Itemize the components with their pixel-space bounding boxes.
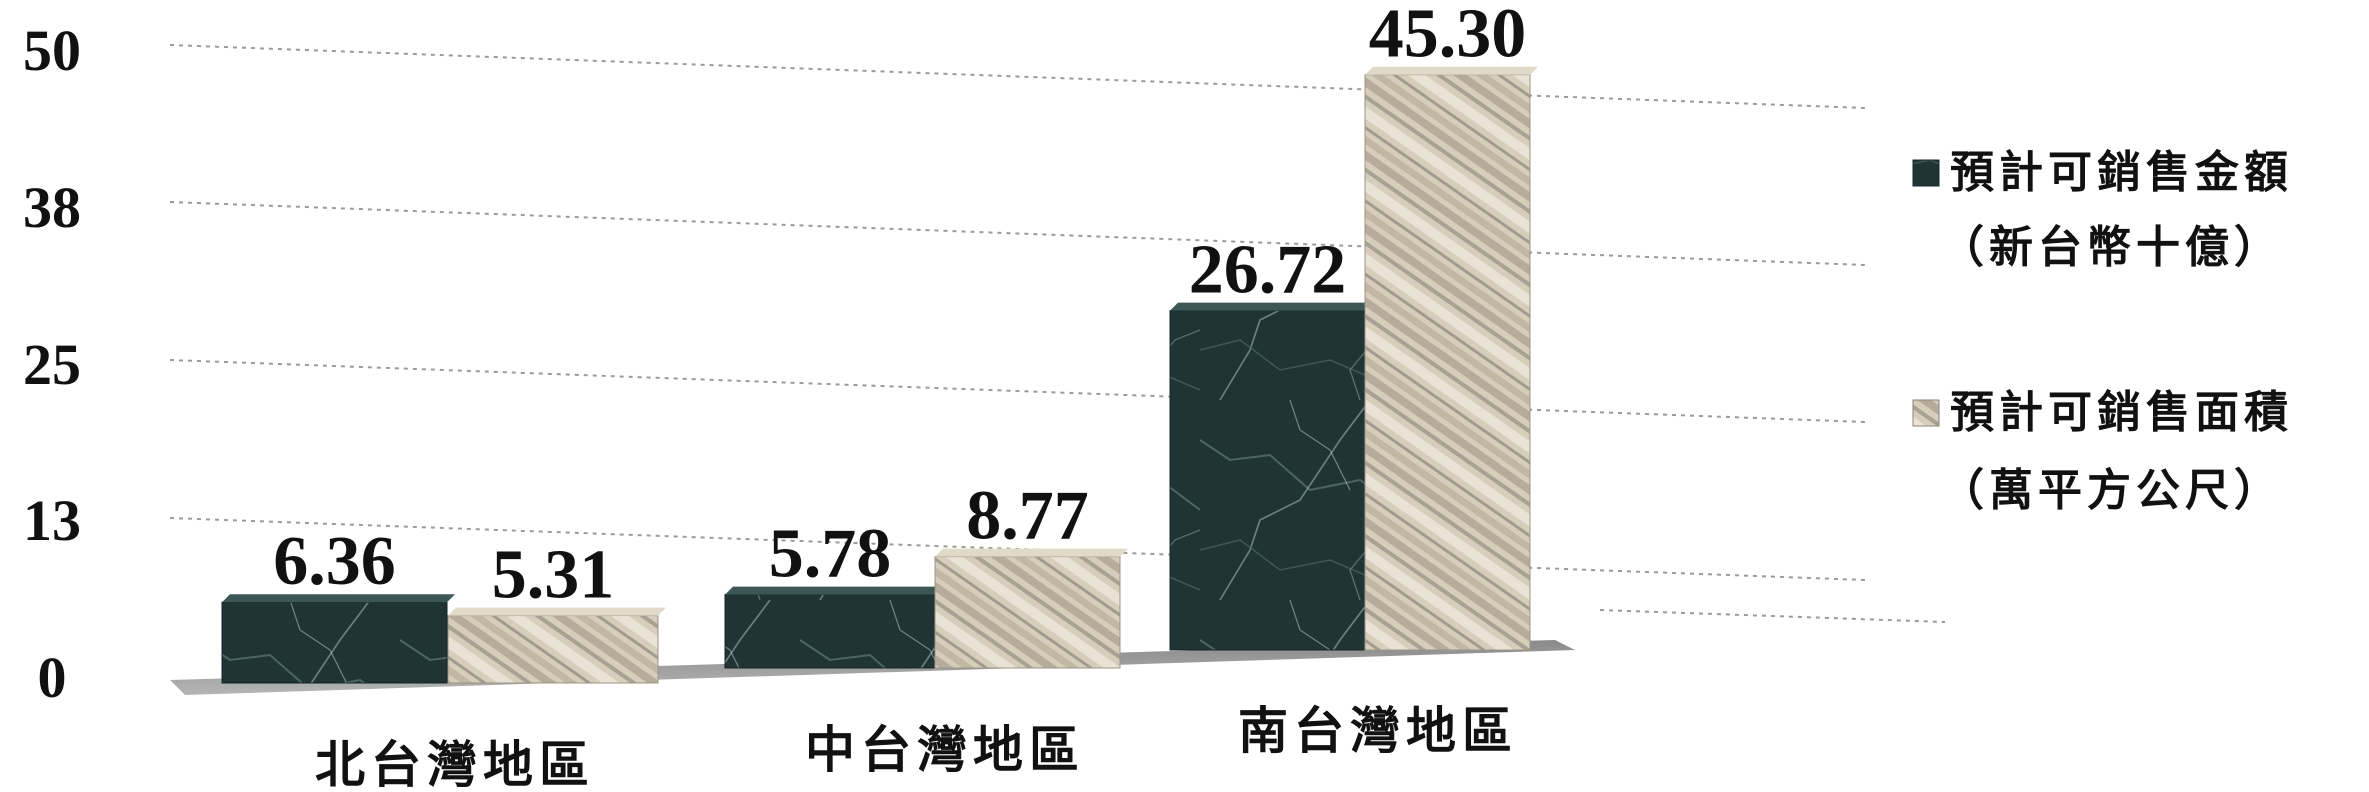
data-label-amount-central: 5.78 — [769, 516, 892, 593]
bar-top-area-central — [935, 548, 1128, 557]
data-label-area-north: 5.31 — [492, 537, 615, 614]
bar-top-area-south — [1365, 66, 1538, 75]
data-label-amount-north: 6.36 — [273, 523, 396, 600]
legend-label-amount-line2: （新台幣十億） — [1940, 222, 2283, 273]
gridline — [1599, 609, 1946, 623]
y-tick-label: 0 — [38, 645, 67, 710]
legend-swatch-amount — [1912, 159, 1940, 187]
legend-swatch-area — [1912, 399, 1940, 427]
bar-top-amount-central — [725, 586, 943, 595]
bar-amount-central — [724, 594, 936, 669]
y-axis: 50 38 25 13 0 — [23, 18, 81, 710]
bar-amount-south — [1169, 310, 1366, 651]
y-tick-label: 38 — [23, 175, 81, 240]
x-axis: 北台灣地區 中台灣地區 南台灣地區 — [315, 701, 1518, 792]
bar-area-central — [934, 556, 1121, 669]
bar-area-north — [447, 615, 659, 684]
legend-label-area-line2: （萬平方公尺） — [1940, 465, 2283, 516]
category-label-north: 北台灣地區 — [315, 735, 595, 792]
legend: 預計可銷售金額 （新台幣十億） 預計可銷售面積 （萬平方公尺） — [1912, 147, 2293, 516]
bar-area-south — [1364, 74, 1531, 651]
category-label-south: 南台灣地區 — [1238, 701, 1518, 760]
gridline — [169, 359, 1866, 423]
data-label-area-central: 8.77 — [966, 478, 1089, 555]
legend-label-area-line1: 預計可銷售面積 — [1950, 387, 2293, 438]
data-label-area-south: 45.30 — [1369, 0, 1527, 73]
bar-top-area-north — [448, 607, 666, 616]
data-label-amount-south: 26.72 — [1189, 232, 1347, 309]
bar-top-amount-north — [222, 594, 455, 603]
bars — [221, 66, 1538, 684]
gridline — [169, 201, 1866, 266]
bar-amount-north — [221, 601, 448, 684]
gridline — [169, 44, 1866, 109]
y-tick-label: 25 — [23, 332, 81, 397]
y-tick-label: 50 — [23, 18, 81, 83]
category-label-central: 中台灣地區 — [805, 720, 1085, 779]
gridlines — [169, 44, 1946, 623]
data-labels: 6.36 5.31 5.78 8.77 26.72 45.30 — [273, 0, 1526, 614]
y-tick-label: 13 — [23, 488, 81, 553]
bar-top-amount-south — [1170, 302, 1373, 311]
legend-label-amount-line1: 預計可銷售金額 — [1950, 147, 2293, 198]
